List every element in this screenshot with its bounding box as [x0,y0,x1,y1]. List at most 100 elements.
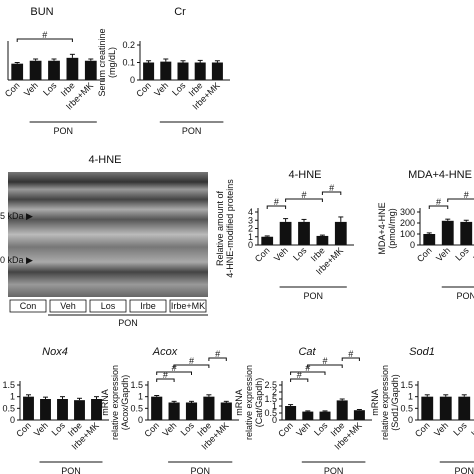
bar [11,63,24,80]
x-tick-label: Con [14,420,33,439]
y-tick-label: 1 [10,392,15,402]
bar [29,60,42,80]
bar [319,411,331,420]
x-tick-label: Los [41,80,59,98]
bar [211,62,223,80]
bar [143,62,155,80]
significance-bracket [208,357,227,361]
x-tick-label: Irbe [469,420,474,438]
bar [298,221,310,245]
significance-bracket [266,205,287,209]
y-axis-label: Serum creatinine [97,28,107,96]
x-tick-label: Irbe [471,245,474,263]
significance-bracket [290,378,309,382]
y-tick-label: 1 [408,392,413,402]
y-tick-label: 0.5 [400,403,413,413]
significance-bracket [447,198,474,202]
group-label: PON [53,126,73,136]
significance-bracket [290,371,326,375]
x-tick-label: Los [179,420,197,438]
x-tick-label: Veh [22,80,40,98]
y-axis-label: relative expression [244,365,254,440]
y-tick-label: 0.2 [122,40,135,50]
x-tick-label: Veh [152,80,170,98]
bar [91,399,102,420]
significance-label: # [329,183,334,193]
significance-label: # [215,349,220,359]
bar [261,236,274,245]
y-tick-label: 1.5 [2,380,15,390]
y-axis-label: relative expression [110,365,120,440]
significance-label: # [42,30,47,40]
group-label: PON [182,126,202,136]
y-axis-label: mRNA [100,389,110,416]
bar [151,396,163,420]
significance-bracket [321,191,342,195]
blot-marker: 0 kDa ▶ [0,255,33,265]
lane-box [129,299,167,313]
x-tick-label: Con [253,245,272,264]
bar [194,62,206,80]
y-tick-label: 0 [410,240,415,250]
bar [203,396,215,420]
chart-title: Cr [174,6,186,18]
group-label: PON [118,318,138,328]
x-tick-label: Los [291,245,309,263]
lane-label: Con [20,301,37,311]
y-tick-label: 300 [400,207,415,217]
y-tick-label: 0 [138,415,143,425]
significance-bracket [156,371,192,375]
y-tick-label: 0.5 [2,403,15,413]
significance-bracket [156,378,175,382]
blot-marker: 5 kDa ▶ [0,211,33,221]
y-tick-label: 0 [10,415,15,425]
bar [353,410,365,420]
x-tick-label: Con [142,420,161,439]
y-tick-label: 1.5 [400,380,413,390]
group-label: PON [190,466,210,474]
x-tick-label: Veh [432,420,450,438]
bar [439,396,452,420]
group-label: PON [324,466,344,474]
significance-bracket [173,364,210,368]
chart-title: Cat [298,346,316,358]
bar [160,61,172,80]
x-tick-label: Veh [32,420,50,438]
y-axis-label: mRNA [234,389,244,416]
bar [185,402,198,420]
bar [48,60,60,80]
bar [421,396,434,420]
chart-title: Sod1 [409,346,435,358]
bar [168,402,180,420]
bar [336,400,348,420]
x-tick-label: Los [170,80,188,98]
y-tick-label: 0.1 [122,58,135,68]
y-axis-label: (Sod1/Gapdh) [390,374,400,431]
y-tick-label: 3 [248,215,253,225]
y-axis-label: mRNA [370,389,380,416]
y-tick-label: 0 [248,240,253,250]
significance-label: # [436,197,441,207]
bar [441,220,454,245]
y-tick-label: 0.5 [130,403,143,413]
bar [316,235,329,245]
lane-box [89,299,127,313]
x-tick-label: Veh [434,245,452,263]
group-label: PON [456,291,474,301]
chart-title: BUN [30,6,53,18]
group-label: PON [303,291,323,301]
y-tick-label: 0 [272,415,277,425]
bar [177,62,189,80]
significance-bracket [16,38,73,42]
significance-bracket [428,205,449,209]
bar [423,234,436,245]
x-tick-label: Con [3,80,22,99]
y-axis-label: 4-HNE-modified proteins [225,179,235,278]
bar [458,396,471,420]
lane-box [49,299,87,313]
bar [57,399,68,420]
bar [23,396,34,420]
bar [84,60,97,80]
x-tick-label: Con [276,420,295,439]
